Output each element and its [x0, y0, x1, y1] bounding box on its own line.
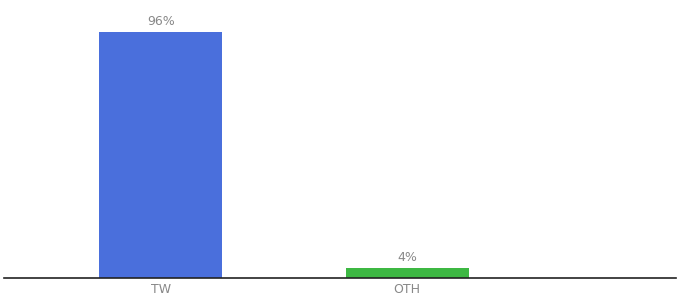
- Bar: [99, 32, 222, 278]
- Text: 4%: 4%: [397, 251, 417, 264]
- Text: 96%: 96%: [147, 16, 175, 28]
- Bar: [345, 268, 469, 278]
